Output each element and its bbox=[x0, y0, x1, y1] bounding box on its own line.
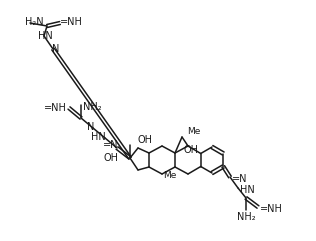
Text: =N: =N bbox=[232, 174, 247, 184]
Text: =NH: =NH bbox=[60, 17, 83, 27]
Text: =NH: =NH bbox=[44, 103, 67, 113]
Text: NH₂: NH₂ bbox=[83, 102, 102, 112]
Text: HN: HN bbox=[38, 31, 53, 41]
Text: N: N bbox=[52, 44, 59, 54]
Text: N: N bbox=[87, 122, 94, 132]
Text: OH: OH bbox=[103, 153, 118, 163]
Text: =N: =N bbox=[102, 140, 118, 150]
Text: HN: HN bbox=[91, 132, 106, 142]
Text: NH₂: NH₂ bbox=[237, 212, 255, 222]
Text: Me: Me bbox=[163, 170, 177, 180]
Text: Me: Me bbox=[187, 127, 200, 136]
Text: OH: OH bbox=[183, 145, 198, 155]
Text: H₂N: H₂N bbox=[25, 17, 44, 27]
Text: HN: HN bbox=[240, 185, 255, 195]
Text: OH: OH bbox=[138, 135, 153, 145]
Text: =NH: =NH bbox=[260, 204, 283, 214]
